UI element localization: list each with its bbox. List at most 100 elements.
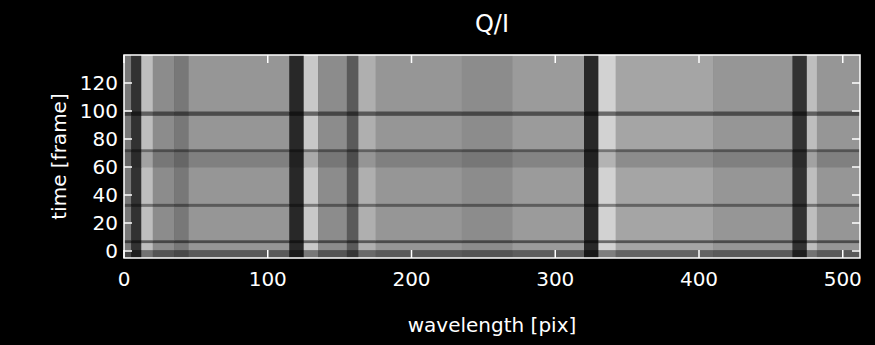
cell [598,206,616,240]
y-tick-label: 40 [93,183,118,207]
cell [189,55,290,112]
y-tick [124,166,132,168]
cell [817,243,860,251]
cell [792,111,807,116]
x-tick [411,250,413,258]
cell [347,250,359,258]
cell [358,115,376,149]
cell [598,111,616,116]
x-tick-top [842,55,844,63]
cell [174,167,189,204]
cell [616,250,714,258]
x-tick-top [411,55,413,63]
cell [616,115,714,149]
y-tick-label: 20 [93,211,118,235]
cell [462,243,513,251]
cell [512,152,584,168]
x-tick [698,250,700,258]
cell [462,206,513,240]
y-tick [124,110,132,112]
cell [304,243,319,251]
frame [124,55,860,258]
cell [131,55,142,112]
cell [318,243,347,251]
cell [358,206,376,240]
cell [817,55,860,112]
cell [131,115,142,149]
cell [792,206,807,240]
cell [289,243,304,251]
cell [153,152,175,168]
cell [817,111,860,116]
x-tick-top [123,55,125,63]
cell [347,111,359,116]
cell [124,206,132,240]
cell [512,111,584,116]
cell [792,243,807,251]
cell [153,111,175,116]
cell [174,152,189,168]
cell [124,152,132,168]
cell [289,111,304,116]
x-tick-label: 0 [118,267,131,291]
cell [807,152,818,168]
cell [512,243,584,251]
cell [347,152,359,168]
cell [584,243,599,251]
cell [358,111,376,116]
cell [376,115,463,149]
y-tick-right [852,110,860,112]
x-tick-label: 200 [392,267,430,291]
cell [598,243,616,251]
y-tick-right [852,166,860,168]
x-tick-label: 300 [536,267,574,291]
cell [792,152,807,168]
y-tick [124,194,132,196]
cell [817,250,860,258]
y-tick [124,222,132,224]
cell [462,115,513,149]
cell [512,55,584,112]
cell [792,115,807,149]
cell [807,206,818,240]
cell [616,206,714,240]
cell [713,167,793,204]
cell [189,243,290,251]
y-tick-label: 0 [105,239,118,263]
cell [358,167,376,204]
y-tick-label: 120 [80,71,118,95]
cell [318,206,347,240]
cell [817,115,860,149]
cell [318,115,347,149]
cell [131,111,142,116]
cell [289,115,304,149]
cell [174,55,189,112]
y-tick-right [852,222,860,224]
cell [153,55,175,112]
cell [174,206,189,240]
cell [124,250,132,258]
cell [376,250,463,258]
cell [304,111,319,116]
cell [616,152,714,168]
y-tick-right [852,194,860,196]
cell [141,167,153,204]
cell [189,206,290,240]
cell [289,250,304,258]
cell [153,167,175,204]
cell [713,115,793,149]
cell [304,250,319,258]
cell [289,206,304,240]
cell [318,152,347,168]
cell [174,250,189,258]
cell [584,111,599,116]
cell [358,243,376,251]
cell [289,167,304,204]
cell [141,250,153,258]
y-tick-right [852,138,860,140]
x-tick-label: 100 [249,267,287,291]
cell [462,55,513,112]
cell [376,206,463,240]
cell [304,206,319,240]
cell [713,111,793,116]
